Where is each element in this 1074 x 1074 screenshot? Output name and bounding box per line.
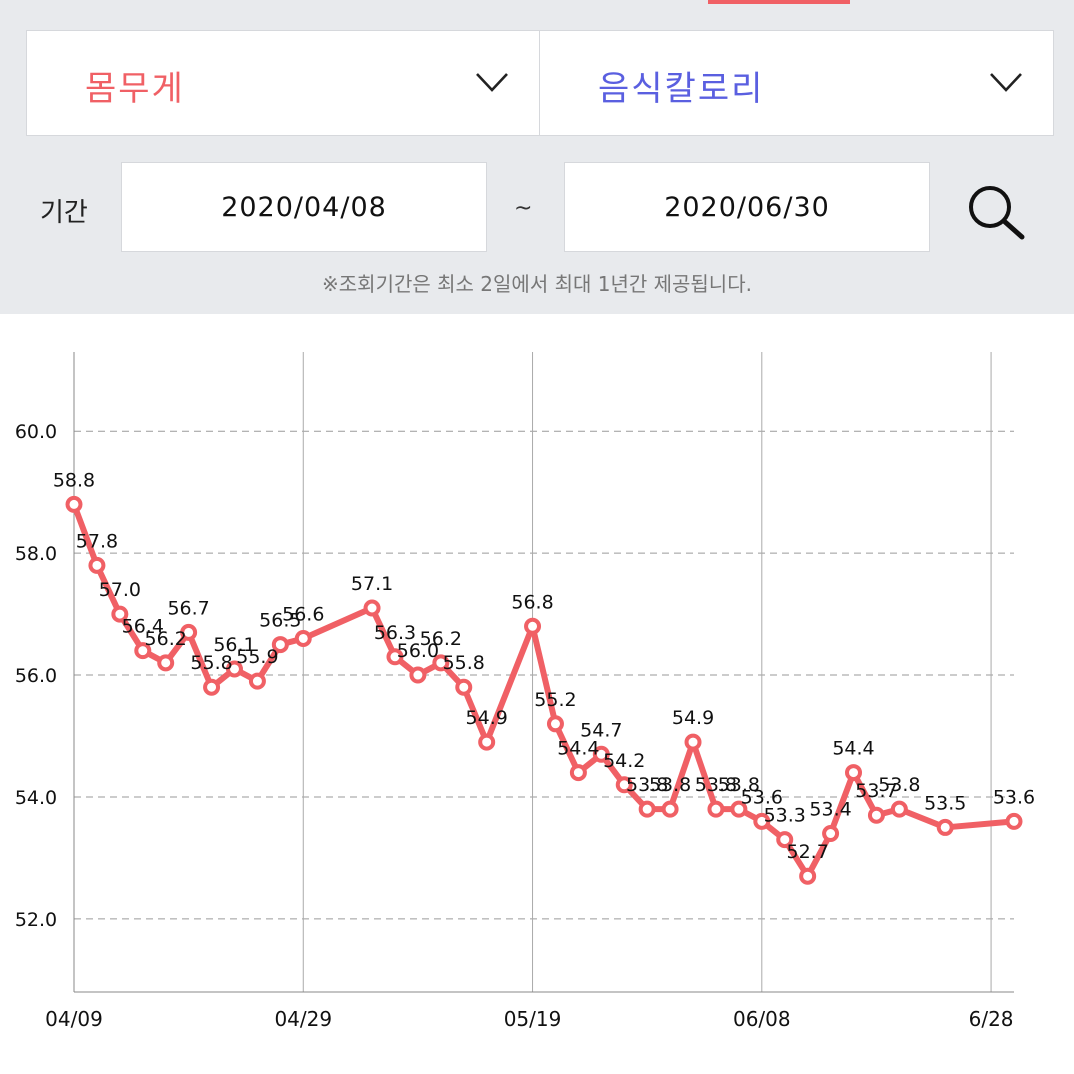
data-label: 56.4 <box>122 616 164 638</box>
data-point <box>455 678 473 696</box>
y-tick-label: 60.0 <box>15 421 57 443</box>
period-label: 기간 <box>40 198 88 228</box>
data-label: 57.8 <box>76 530 118 552</box>
x-tick-label: 04/09 <box>45 1007 103 1031</box>
data-point <box>294 629 312 647</box>
data-label: 55.9 <box>236 646 278 668</box>
data-point <box>890 800 908 818</box>
data-point <box>753 812 771 830</box>
data-label: 56.8 <box>511 591 553 613</box>
filter-panel: 몸무게 음식칼로리 기간 2020/04/08 ~ 2020/06/30 ※조회… <box>0 0 1074 314</box>
compare-select-value: 음식칼로리 <box>598 69 765 109</box>
data-label: 53.6 <box>741 786 783 808</box>
data-point <box>1005 812 1023 830</box>
weight-line-chart: 52.0 54.0 56.0 58.0 60.0 04/09 04/29 05/19 06/08… <box>15 352 1035 1031</box>
data-label: 53.8 <box>649 774 691 796</box>
data-point <box>661 800 679 818</box>
data-label: 57.0 <box>99 579 141 601</box>
data-label: 53.5 <box>924 792 966 814</box>
data-point <box>936 818 954 836</box>
data-label: 55.2 <box>534 689 576 711</box>
data-label: 54.9 <box>672 707 714 729</box>
data-point <box>65 495 83 513</box>
data-point <box>592 745 610 763</box>
data-point <box>88 556 106 574</box>
chevron-down-icon <box>476 73 508 92</box>
data-point <box>776 831 794 849</box>
data-label: 56.7 <box>167 597 209 619</box>
data-label: 53.4 <box>809 799 851 821</box>
data-point <box>867 806 885 824</box>
data-label: 54.4 <box>557 738 599 760</box>
data-label: 55.8 <box>190 652 232 674</box>
data-label: 56.2 <box>420 628 462 650</box>
compare-select[interactable]: 음식칼로리 <box>539 30 1054 136</box>
data-point <box>271 636 289 654</box>
data-label: 53.8 <box>878 774 920 796</box>
data-point <box>432 654 450 672</box>
data-point <box>478 733 496 751</box>
period-notice: ※조회기간은 최소 2일에서 최대 1년간 제공됩니다. <box>322 272 752 296</box>
data-label: 54.4 <box>832 738 874 760</box>
period-separator: ~ <box>514 196 533 221</box>
data-point <box>363 599 381 617</box>
search-icon[interactable] <box>962 180 1028 246</box>
data-label: 56.5 <box>259 610 301 632</box>
data-label: 56.3 <box>374 622 416 644</box>
data-label: 53.8 <box>626 774 668 796</box>
data-point <box>134 642 152 660</box>
data-point <box>203 678 221 696</box>
data-label: 52.7 <box>787 841 829 863</box>
end-date-field[interactable]: 2020/06/30 <box>564 162 930 252</box>
data-point <box>248 672 266 690</box>
metric-select[interactable]: 몸무게 <box>26 30 540 136</box>
data-label: 56.0 <box>397 640 439 662</box>
x-tick-label: 06/08 <box>733 1007 791 1031</box>
data-label: 58.8 <box>53 469 95 491</box>
data-label: 53.8 <box>695 774 737 796</box>
data-point <box>386 648 404 666</box>
data-label: 56.2 <box>145 628 187 650</box>
y-tick-label: 56.0 <box>15 665 57 687</box>
data-label: 56.6 <box>282 603 324 625</box>
x-tick-label: 04/29 <box>274 1007 332 1031</box>
data-label: 57.1 <box>351 573 393 595</box>
data-label: 53.7 <box>855 780 897 802</box>
y-tick-label: 58.0 <box>15 543 57 565</box>
data-point <box>546 715 564 733</box>
data-point <box>569 764 587 782</box>
data-label: 53.6 <box>993 786 1035 808</box>
y-tick-label: 52.0 <box>15 909 57 931</box>
data-point <box>822 825 840 843</box>
data-label: 53.8 <box>718 774 760 796</box>
y-tick-label: 54.0 <box>15 787 57 809</box>
data-point <box>157 654 175 672</box>
data-label: 53.3 <box>764 805 806 827</box>
data-point <box>524 617 542 635</box>
chevron-down-icon <box>990 73 1022 92</box>
active-tab-indicator <box>708 0 850 4</box>
data-point <box>638 800 656 818</box>
data-label: 54.7 <box>580 719 622 741</box>
x-tick-label: 05/19 <box>504 1007 562 1031</box>
x-tick-label: 6/28 <box>969 1007 1014 1031</box>
data-point <box>409 666 427 684</box>
data-label: 54.9 <box>466 707 508 729</box>
data-point <box>225 660 243 678</box>
data-point <box>615 776 633 794</box>
data-label: 54.2 <box>603 750 645 772</box>
data-point <box>180 623 198 641</box>
data-point <box>111 605 129 623</box>
start-date-field[interactable]: 2020/04/08 <box>121 162 487 252</box>
data-point <box>707 800 725 818</box>
data-point <box>845 764 863 782</box>
data-point <box>684 733 702 751</box>
data-label: 56.1 <box>213 634 255 656</box>
data-point <box>730 800 748 818</box>
metric-select-value: 몸무게 <box>85 69 185 109</box>
data-point <box>799 867 817 885</box>
data-label: 55.8 <box>443 652 485 674</box>
